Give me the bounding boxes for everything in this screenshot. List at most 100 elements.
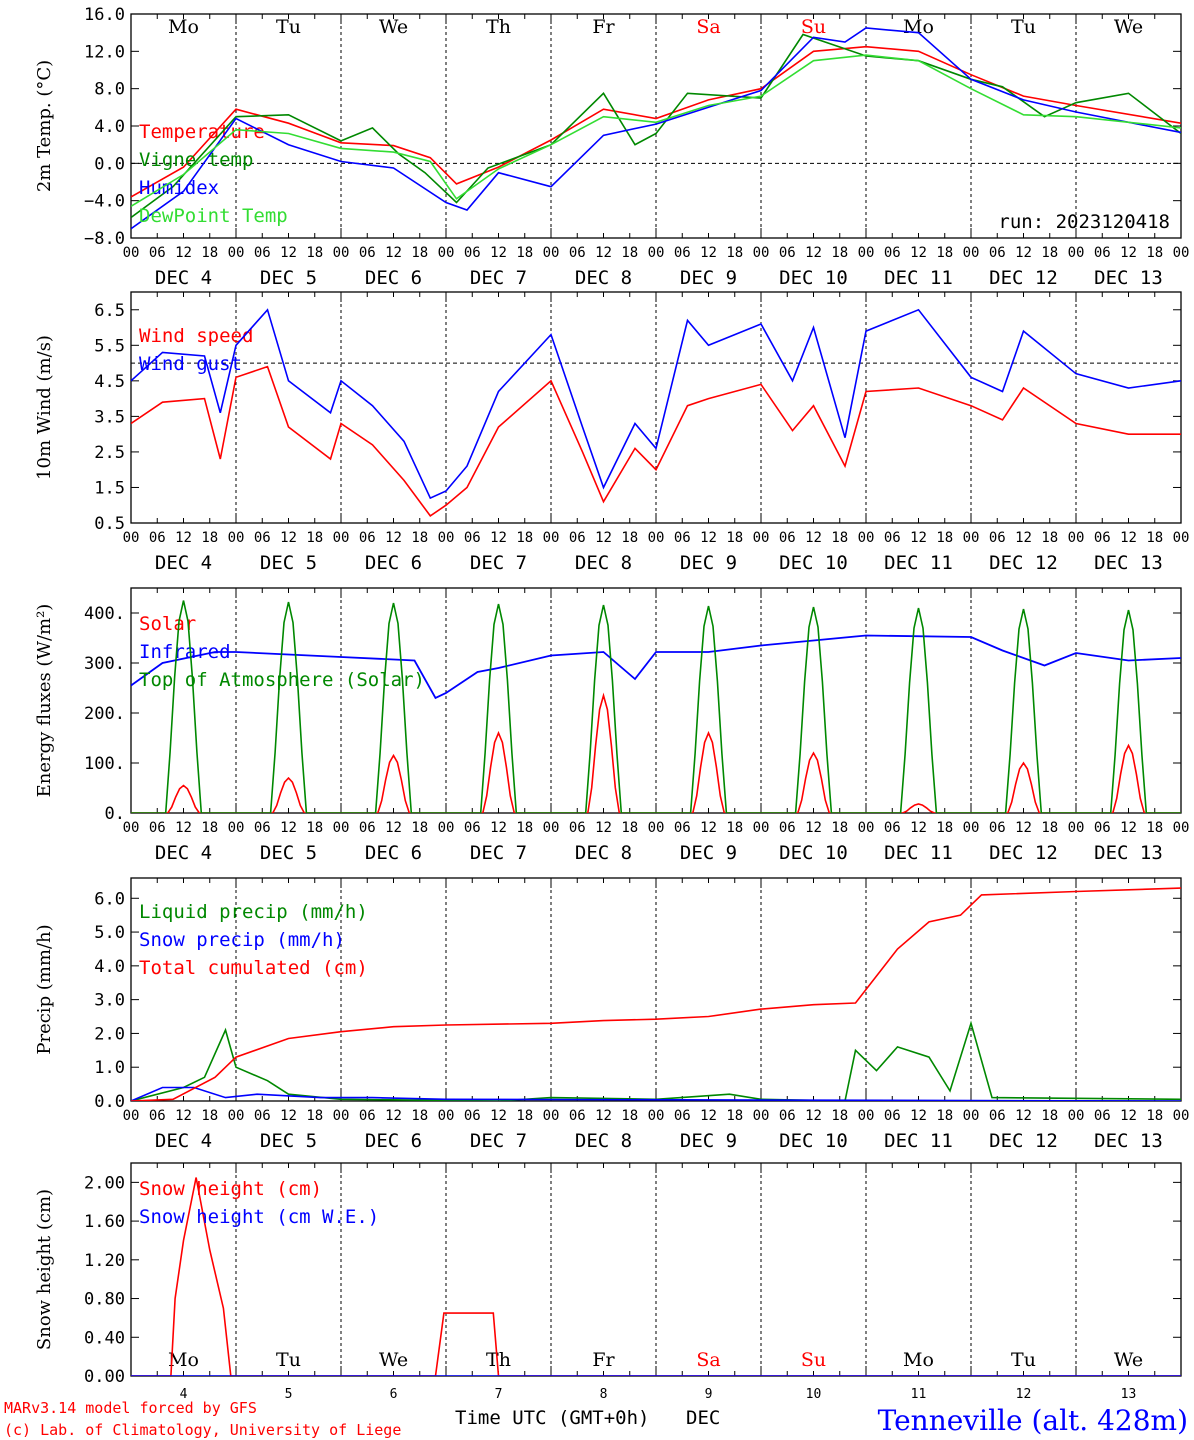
y-tick-label: 3.5 <box>94 407 125 427</box>
hour-label: 18 <box>831 530 848 546</box>
hour-label: 06 <box>1094 530 1111 546</box>
hour-label: 12 <box>280 820 297 836</box>
panel-energy: 400. 300. 200. 100. 0. Energy fluxes (W/m²) 00… <box>34 587 1189 864</box>
hour-label: 12 <box>385 530 402 546</box>
hour-label: 18 <box>726 1108 743 1124</box>
hour-label: 06 <box>884 245 901 261</box>
date-label: DEC 7 <box>470 267 527 289</box>
panel-precip: 6.0 5.0 4.0 3.0 2.0 1.0 0.0 Precip (mm/h) 00 06 12… <box>34 877 1190 1152</box>
series-line <box>131 308 1181 500</box>
hour-label: 00 <box>228 820 245 836</box>
hour-label: 00 <box>1068 1108 1085 1124</box>
series-line <box>131 692 1181 813</box>
month-label: DEC <box>686 1407 720 1429</box>
y-tick-label: 0. <box>105 804 125 824</box>
y-tick-label: 2.00 <box>84 1173 125 1193</box>
weekday-label: Th <box>486 1349 511 1371</box>
date-label: DEC 8 <box>575 842 632 864</box>
y-axis-title: Precip (mm/h) <box>34 924 55 1054</box>
hour-label: 00 <box>438 820 455 836</box>
hour-label: 06 <box>254 530 271 546</box>
hour-label: 18 <box>936 245 953 261</box>
hour-label: 00 <box>228 530 245 546</box>
hour-label: 00 <box>648 530 665 546</box>
hour-label: 18 <box>621 530 638 546</box>
hour-label: 18 <box>621 1108 638 1124</box>
hour-label: 12 <box>805 245 822 261</box>
lab-credit: (c) Lab. of Climatology, University of L… <box>4 1421 401 1439</box>
hour-label: 00 <box>123 820 140 836</box>
hour-label: 00 <box>648 1108 665 1124</box>
legend-entry: Snow precip (mm/h) <box>139 929 345 951</box>
hour-label: 12 <box>805 1108 822 1124</box>
y-tick-label: 0.0 <box>94 154 125 174</box>
legend-entry: Wind speed <box>139 325 253 347</box>
series-line <box>131 33 1181 219</box>
hour-label: 06 <box>569 245 586 261</box>
legend-entry: Infrared <box>139 641 231 663</box>
hour-label: 18 <box>201 1108 218 1124</box>
hour-label: 18 <box>411 245 428 261</box>
hour-label: 00 <box>228 245 245 261</box>
y-tick-label: 0.0 <box>94 1092 125 1112</box>
hour-label: 00 <box>963 820 980 836</box>
hour-label: 00 <box>858 530 875 546</box>
weekday-label: Sa <box>696 1349 720 1371</box>
hour-label: 06 <box>1094 820 1111 836</box>
hour-label: 06 <box>149 1108 166 1124</box>
hour-label: 06 <box>674 530 691 546</box>
date-label: DEC 10 <box>779 552 848 574</box>
y-tick-label: 6.5 <box>94 301 125 321</box>
date-label: DEC 6 <box>365 552 422 574</box>
hour-label: 06 <box>674 245 691 261</box>
day-number-label: 4 <box>180 1387 188 1402</box>
hour-label: 00 <box>543 820 560 836</box>
hour-label: 18 <box>411 530 428 546</box>
plot-frame <box>130 587 1182 814</box>
hour-label: 12 <box>280 530 297 546</box>
hour-label: 18 <box>516 245 533 261</box>
hour-label: 06 <box>779 530 796 546</box>
y-tick-label: 3.0 <box>94 991 125 1011</box>
hour-label: 18 <box>936 1108 953 1124</box>
y-axis-title: Snow height (cm) <box>34 1189 55 1350</box>
date-label: DEC 11 <box>884 842 953 864</box>
weekday-label: Th <box>486 16 511 38</box>
day-number-label: 12 <box>1016 1387 1032 1402</box>
date-label: DEC 10 <box>779 267 848 289</box>
series-line <box>131 887 1181 1101</box>
y-tick-label: 4.5 <box>94 372 125 392</box>
hour-label: 18 <box>306 245 323 261</box>
date-label: DEC 12 <box>989 1130 1058 1152</box>
hour-label: 18 <box>1146 245 1163 261</box>
y-tick-label: 1.60 <box>84 1212 125 1232</box>
y-tick-label: −8.0 <box>84 229 125 249</box>
legend-entry: Solar <box>139 613 196 635</box>
station-label: Tenneville (alt. 428m) <box>878 1404 1188 1437</box>
weekday-label: We <box>1114 16 1143 38</box>
hour-label: 00 <box>963 530 980 546</box>
hour-label: 00 <box>1173 1108 1190 1124</box>
date-label: DEC 4 <box>155 1130 212 1152</box>
hour-label: 12 <box>1120 820 1137 836</box>
hour-label: 12 <box>385 820 402 836</box>
hour-label: 12 <box>490 820 507 836</box>
date-label: DEC 11 <box>884 552 953 574</box>
hour-label: 18 <box>831 245 848 261</box>
hour-label: 00 <box>438 530 455 546</box>
day-number-label: 6 <box>390 1387 398 1402</box>
hour-label: 18 <box>726 530 743 546</box>
date-label: DEC 13 <box>1094 267 1163 289</box>
hour-label: 00 <box>543 530 560 546</box>
hour-label: 06 <box>464 530 481 546</box>
date-label: DEC 12 <box>989 842 1058 864</box>
panel-wind: 6.5 5.5 4.5 3.5 2.5 1.5 0.5 10m Wind (m/s) 00 06 1… <box>34 291 1189 574</box>
model-credit: MARv3.14 model forced by GFS <box>4 1399 257 1417</box>
weekday-label: Mo <box>903 16 934 38</box>
hour-label: 12 <box>175 245 192 261</box>
hour-label: 00 <box>1068 245 1085 261</box>
date-label: DEC 9 <box>680 267 737 289</box>
hour-label: 12 <box>175 820 192 836</box>
hour-label: 12 <box>595 530 612 546</box>
date-label: DEC 10 <box>779 1130 848 1152</box>
